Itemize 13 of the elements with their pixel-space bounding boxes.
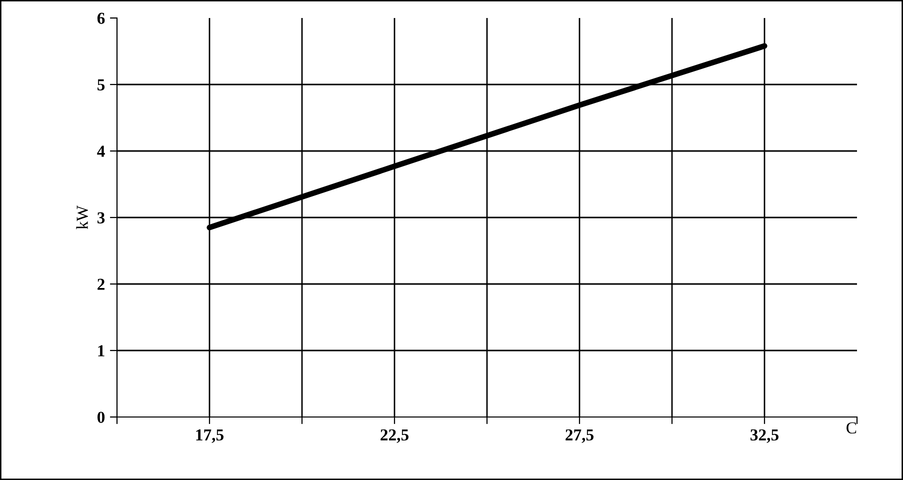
y-tick-label: 6 bbox=[97, 12, 105, 24]
y-tick-label: 0 bbox=[97, 412, 105, 423]
x-axis-title: C bbox=[846, 422, 856, 434]
y-tick-label: 1 bbox=[98, 345, 104, 356]
x-tick-label: 17,5 bbox=[196, 429, 224, 443]
y-tick-label: 5 bbox=[98, 79, 105, 90]
y-tick-label: 2 bbox=[98, 278, 104, 290]
x-tick-label: 32,5 bbox=[750, 429, 778, 443]
y-tick-label: 4 bbox=[97, 146, 105, 157]
y-tick-label: 3 bbox=[97, 212, 105, 224]
x-tick-label: 22,5 bbox=[380, 429, 408, 443]
y-axis-title: kW bbox=[76, 206, 88, 230]
x-tick-label: 27,5 bbox=[566, 429, 594, 443]
